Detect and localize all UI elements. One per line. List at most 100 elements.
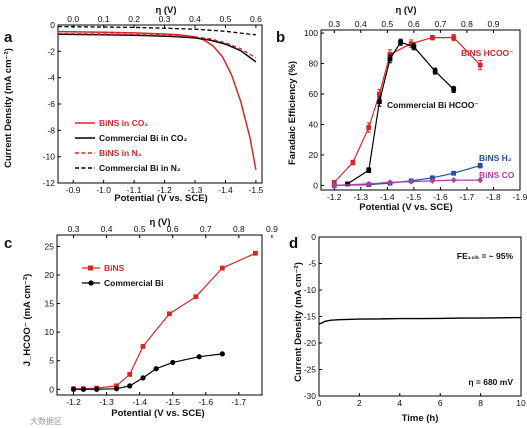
panel-b-series-0-point <box>430 35 435 41</box>
panel-c-series-1-point <box>219 351 225 357</box>
panel-a-series-2-line <box>57 32 257 59</box>
panel-b-top-tick-label: 0.9 <box>488 19 500 29</box>
panel-c-top-tick-label: 0.3 <box>68 224 80 234</box>
annotation-fe-10h: FE₁₀ₕ = ~ 95% <box>457 251 514 261</box>
panel-a-x-tick-label: -1.4 <box>218 185 233 195</box>
panel-b-series-0-point <box>387 51 393 57</box>
panel-d-y-tick-label: -20 <box>304 338 317 348</box>
panel-b-series-3-point <box>477 177 484 184</box>
panel-b-top-tick-label: 0.4 <box>355 19 367 29</box>
panel-c-x-axis-label: Potential (V vs. SCE) <box>111 408 204 419</box>
panel-b-series-0-point <box>451 35 457 41</box>
panel-a-y-tick-label: -6 <box>47 99 55 109</box>
panel-c-series-0-point <box>193 294 199 300</box>
legend-label-commercial-bi-n2: Commercial Bi in N₂ <box>99 163 181 173</box>
panel-a-y-tick-label: -2 <box>47 46 55 56</box>
panel-a-x-tick-label: -1.0 <box>96 185 111 195</box>
panel-c: c η (V) Potential (V vs. SCE) J_HCOO⁻ (m… <box>4 217 278 419</box>
panel-d-y-tick-label: 0 <box>311 232 316 242</box>
panel-d-y-tick-label: -30 <box>304 391 317 401</box>
panel-d-y-tick-label: -10 <box>304 285 317 295</box>
panel-c-y-tick-label: 10 <box>45 327 55 337</box>
panel-a-letter: a <box>4 29 13 46</box>
panel-b-series-3-point <box>365 180 372 187</box>
panel-b-series-1-point <box>345 181 350 187</box>
panel-a-x-tick-label: -1.1 <box>127 185 142 195</box>
panel-d-y-tick-label: -5 <box>308 259 316 269</box>
panel-b-series-0-point <box>477 62 483 68</box>
panel-c-series-1-point <box>153 366 159 372</box>
panel-c-series-0-point <box>219 265 225 271</box>
panel-b-series-3-point <box>331 182 338 189</box>
panel-b-y-tick-label: 80 <box>309 59 319 69</box>
panel-d-x-tick-label: 2 <box>357 398 362 408</box>
panel-b: b η (V) Potential (V vs. SCE) Faradaic E… <box>276 5 527 213</box>
panel-b-series-2-point <box>430 175 435 181</box>
panel-c-x-tick-label: -1.5 <box>165 397 180 407</box>
panel-b-y-tick-label: 100 <box>304 28 318 38</box>
legend-label-bins: BiNS <box>104 263 125 273</box>
panel-b-y-tick-label: 60 <box>309 89 319 99</box>
panel-a-top-tick-label: 0.6 <box>250 14 262 24</box>
panel-b-x-tick-label: -1.7 <box>460 192 475 202</box>
panel-a-top-tick-label: 0.3 <box>159 14 171 24</box>
panel-c-plot-frame <box>56 234 263 396</box>
panel-a-top-tick-label: 0.5 <box>220 14 232 24</box>
panel-d-x-tick-label: 8 <box>478 398 483 408</box>
panel-c-series-1-point <box>170 359 176 366</box>
panel-b-x-axis-label: Potential (V vs. SCE) <box>359 202 452 213</box>
panel-c-series-0-line <box>73 252 256 390</box>
panel-a-x-tick-label: -1.2 <box>157 185 172 195</box>
panel-a-series-3-line <box>57 25 256 36</box>
annotation-overpotential: η = 680 mV <box>468 377 513 387</box>
panel-b-x-tick-label: -1.9 <box>513 192 527 202</box>
annotation-bins-co: BiNS CO <box>479 170 515 180</box>
panel-a-x-tick-label: -1.5 <box>249 185 264 195</box>
panel-c-series-1-point <box>70 386 77 392</box>
panel-b-series-2-line <box>334 165 481 186</box>
panel-b-series-1-point <box>411 44 417 50</box>
panel-c-series-0-point <box>167 311 172 317</box>
panel-b-top-tick-label: 0.8 <box>461 19 473 29</box>
panel-b-series-1-point <box>376 99 382 105</box>
panel-c-series-0-point <box>252 250 258 256</box>
panel-a-y-tick-label: -8 <box>47 125 55 135</box>
panel-b-y-tick-label: 40 <box>309 119 319 129</box>
panel-b-series-3-point <box>450 177 457 184</box>
panel-b-series-3-point <box>408 178 415 185</box>
panel-b-series-1-point <box>398 39 403 45</box>
panel-c-x-tick-label: -1.2 <box>66 397 81 407</box>
panel-a-plot-frame <box>57 24 263 184</box>
annotation-bins-hcoo: BiNS HCOO⁻ <box>461 48 514 58</box>
annotation-commercial-bi-hcoo: Commercial Bi HCOO⁻ <box>387 100 479 110</box>
panel-d-x-tick-label: 0 <box>317 398 322 408</box>
panel-b-series-1-point <box>366 167 372 173</box>
panel-a-y-tick-label: -4 <box>47 73 55 83</box>
panel-b-series-3-point <box>386 179 393 186</box>
panel-d-y-tick-label: -25 <box>304 365 317 375</box>
panel-c-y-tick-label: 25 <box>45 241 55 251</box>
panel-c-series-1-point <box>127 383 133 389</box>
panel-d: d Time (h) Current Density (mA cm⁻²) FE₁… <box>289 232 526 424</box>
panel-d-x-tick-label: 6 <box>438 398 443 408</box>
panel-c-x-tick-label: -1.3 <box>99 397 114 407</box>
panel-b-top-tick-label: 0.5 <box>381 19 393 29</box>
legend-label-bins-n2: BiNS in N₂ <box>99 148 142 158</box>
panel-c-letter: c <box>4 235 12 252</box>
panel-c-series-1-point <box>140 375 146 381</box>
panel-c-x-tick-label: -1.7 <box>232 397 247 407</box>
panel-c-top-tick-label: 0.4 <box>101 224 113 234</box>
panel-c-y-tick-label: 0 <box>49 384 54 394</box>
panel-b-x-tick-label: -1.8 <box>486 192 501 202</box>
panel-b-x-tick-label: -1.6 <box>433 192 448 202</box>
panel-d-series-0-line <box>318 316 522 325</box>
panel-a-series-0-line <box>57 30 257 170</box>
panel-c-series-0-point <box>114 383 119 389</box>
watermark-text: 大数据区 <box>30 416 62 426</box>
panel-c-x-tick-label: -1.6 <box>198 397 213 407</box>
panel-c-top-tick-label: 0.8 <box>233 224 245 234</box>
panel-c-series-1-point <box>94 386 100 392</box>
panel-a-y-axis-label: Current Density (mA cm⁻²) <box>3 48 14 168</box>
panel-c-legend: BiNS Commercial Bi <box>82 263 164 288</box>
